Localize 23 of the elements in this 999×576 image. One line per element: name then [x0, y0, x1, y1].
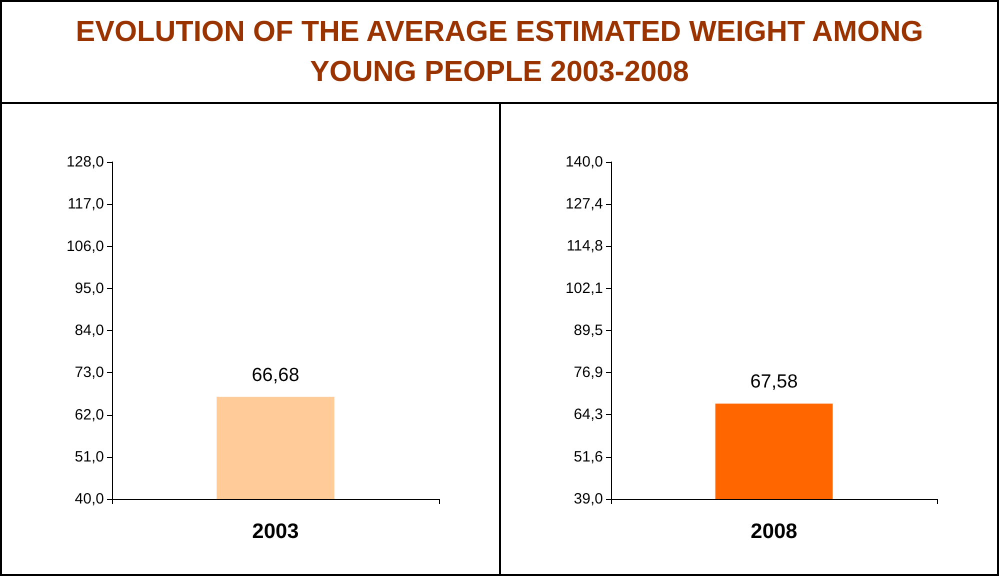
- y-tick-label: 117,0: [68, 196, 104, 213]
- y-tick-label: 127,4: [565, 196, 603, 213]
- data-label: 67,58: [750, 372, 798, 393]
- x-tick-label: 2003: [252, 520, 299, 543]
- y-tick-label: 95,0: [74, 280, 104, 297]
- y-tick-label: 40,0: [74, 490, 104, 508]
- y-tick-label: 84,0: [74, 322, 104, 339]
- y-tick-label: 114,8: [566, 238, 603, 255]
- y-tick-label: 76,9: [574, 364, 603, 382]
- y-tick-label: 128,0: [66, 154, 104, 170]
- y-tick-label: 106,0: [66, 238, 104, 255]
- y-tick-label: 62,0: [74, 406, 104, 424]
- y-tick-label: 51,6: [574, 448, 603, 466]
- y-tick-label: 73,0: [74, 364, 104, 382]
- y-tick-label: 39,0: [574, 490, 603, 508]
- y-tick-label: 64,3: [574, 406, 603, 424]
- y-tick-label: 102,1: [565, 280, 603, 297]
- text: EVOLUTION OF THE AVERAGE ESTIMATED WEIGHT AMONG YOUNG PEOPLE 2003-2008: [74, 15, 924, 90]
- y-tick-label: 51,0: [74, 448, 104, 466]
- y-tick-label: 140,0: [565, 154, 603, 170]
- x-tick-label: 2008: [750, 520, 798, 543]
- data-label: 66,68: [252, 364, 300, 386]
- y-tick-label: 89,5: [574, 322, 603, 339]
